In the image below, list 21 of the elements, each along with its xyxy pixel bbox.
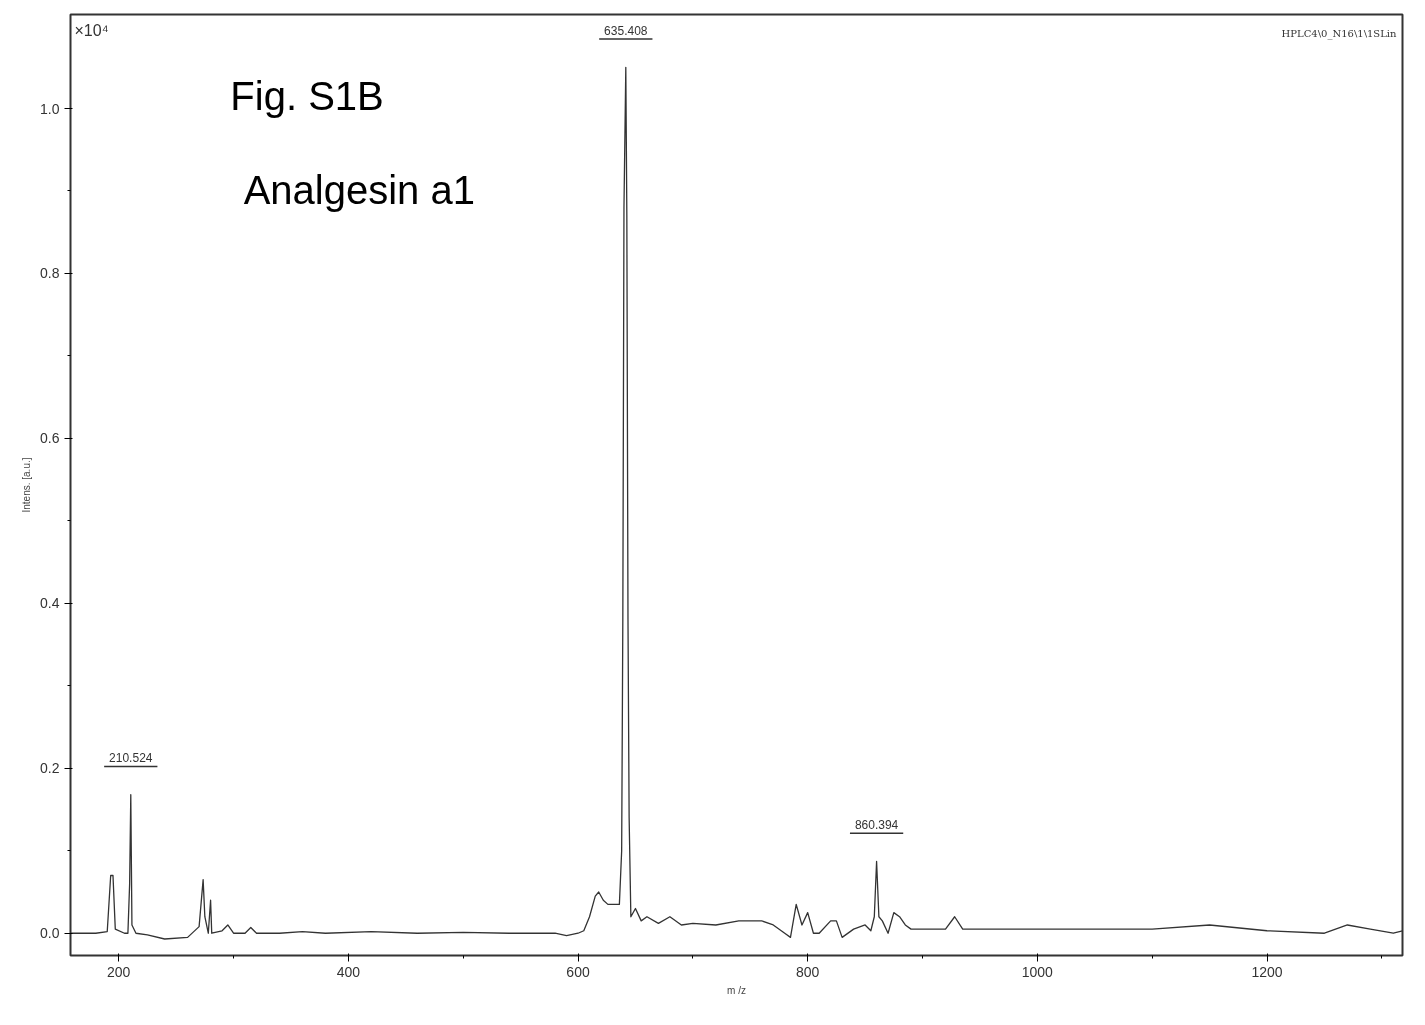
x-tick-label: 200	[107, 963, 131, 980]
x-axis-title: m /z	[727, 984, 746, 996]
x-tick-label: 1000	[1021, 963, 1054, 980]
annotation: 860.394	[854, 818, 899, 833]
x-tick-label: 1200	[1251, 963, 1283, 980]
y-axis-title: Intens. [a.u.]	[21, 457, 33, 513]
y-tick-label: 0.0	[40, 925, 60, 942]
x-tick-label: 800	[796, 963, 820, 980]
text: Analgesin a1	[243, 168, 475, 213]
annotation: 635.408	[604, 24, 648, 39]
annotation: ×10⁴	[74, 21, 109, 39]
y-tick-label: 0.2	[40, 760, 60, 777]
y-tick-label: 0.6	[40, 430, 60, 447]
x-tick-label: 400	[336, 963, 361, 980]
y-tick-label: 0.4	[40, 595, 60, 612]
y-tick-label: 1.0	[40, 100, 60, 117]
text: Fig. S1B	[230, 74, 384, 119]
annotation: 210.524	[109, 751, 153, 766]
y-tick-label: 0.8	[40, 265, 60, 282]
annotation: HPLC4\0_N16\1\1SLin	[1281, 27, 1398, 40]
x-tick-label: 600	[566, 963, 590, 980]
